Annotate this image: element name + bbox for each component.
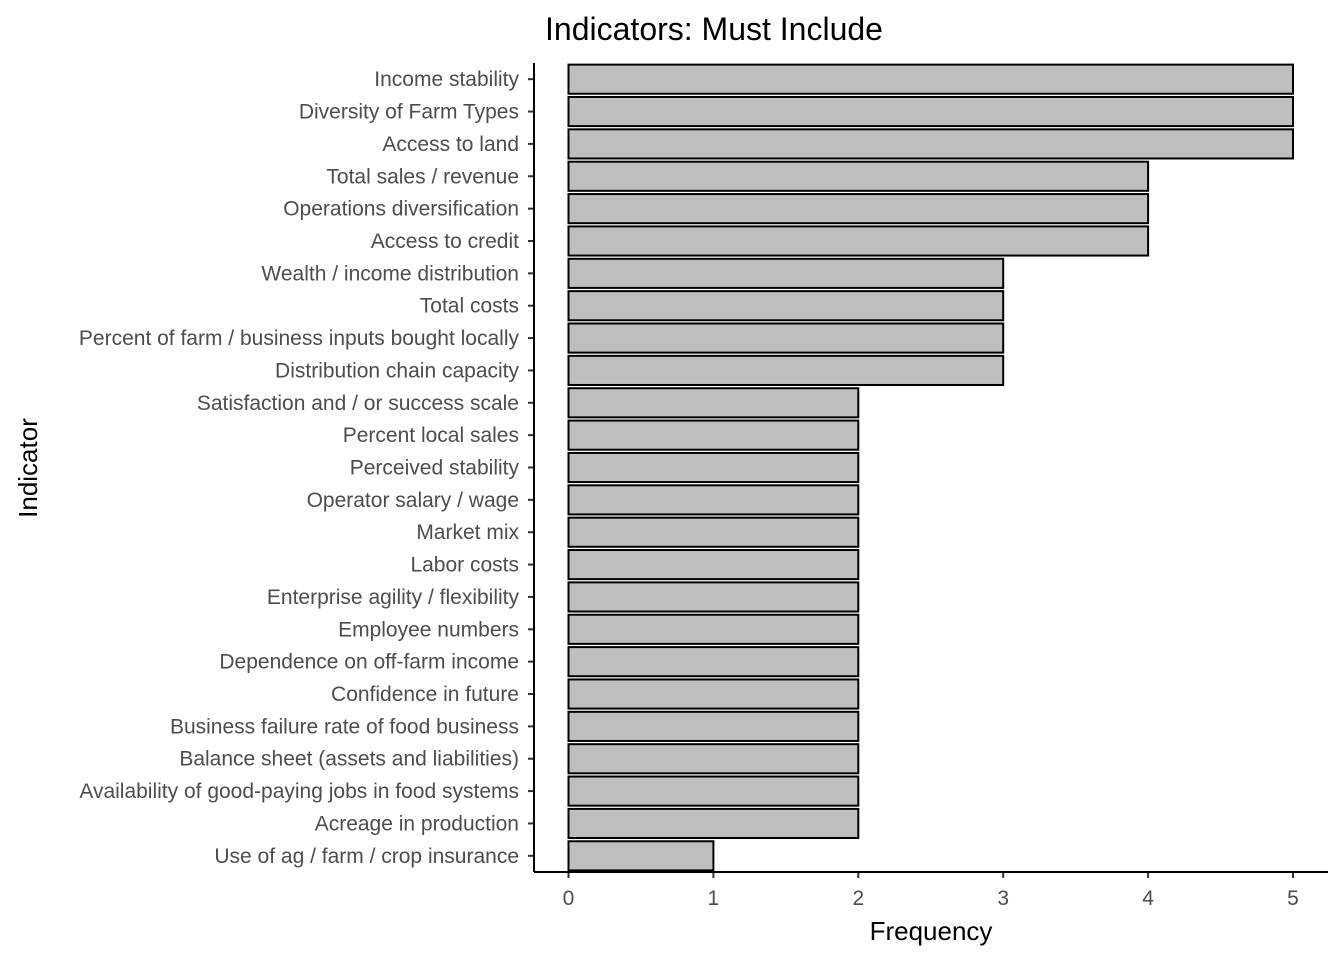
category-label: Use of ag / farm / crop insurance [214, 845, 519, 868]
category-label: Employee numbers [338, 618, 519, 641]
bar [567, 549, 860, 581]
category-labels: Income stability Diversity of Farm Types A… [79, 68, 520, 868]
category-label: Total sales / revenue [326, 165, 519, 188]
category-label: Percent local sales [343, 424, 519, 447]
bar [567, 387, 860, 419]
category-label: Operator salary / wage [307, 489, 519, 512]
bar [567, 128, 1294, 160]
x-tick-label: 3 [997, 887, 1009, 910]
bar [567, 743, 860, 775]
x-axis-ticks: 0 1 2 3 4 5 [563, 872, 1299, 910]
category-label: Access to land [382, 133, 519, 156]
x-axis-title: Frequency [870, 916, 993, 946]
category-label: Business failure rate of food business [170, 715, 519, 738]
category-label: Acreage in production [315, 812, 519, 835]
category-label: Total costs [420, 295, 519, 318]
bar [567, 257, 1005, 289]
bar [567, 840, 715, 872]
bar [567, 160, 1150, 192]
bar [567, 95, 1294, 128]
category-label: Wealth / income distribution [261, 262, 519, 285]
bar [567, 516, 860, 548]
category-label: Balance sheet (assets and liabilities) [179, 748, 519, 771]
bar [567, 613, 860, 645]
x-tick-label: 5 [1287, 887, 1299, 910]
bar [567, 193, 1150, 225]
category-label: Availability of good-paying jobs in food… [79, 780, 519, 803]
bar [567, 775, 860, 807]
category-label: Enterprise agility / flexibility [267, 586, 520, 609]
category-label: Percent of farm / business inputs bought… [79, 327, 520, 350]
category-label: Market mix [416, 521, 519, 544]
category-label: Satisfaction and / or success scale [197, 392, 519, 415]
category-label: Income stability [374, 68, 519, 91]
bar [567, 581, 860, 613]
bar [567, 646, 860, 678]
category-label: Operations diversification [283, 198, 519, 221]
category-label: Confidence in future [331, 683, 519, 706]
category-label: Labor costs [410, 554, 519, 577]
category-label: Dependence on off-farm income [219, 651, 519, 674]
bar [567, 807, 860, 840]
x-tick-label: 0 [563, 887, 575, 910]
category-label: Perceived stability [350, 457, 520, 480]
bars-group [567, 63, 1294, 872]
chart-title: Indicators: Must Include [545, 11, 883, 47]
x-tick-label: 2 [852, 887, 864, 910]
category-label: Access to credit [371, 230, 519, 253]
bar [567, 225, 1150, 257]
bar [567, 710, 860, 742]
x-tick-label: 4 [1142, 887, 1154, 910]
category-label: Distribution chain capacity [275, 359, 519, 382]
bar [567, 484, 860, 516]
bar [567, 63, 1294, 95]
bar [567, 419, 860, 451]
bar [567, 678, 860, 710]
bar [567, 354, 1005, 386]
y-axis-title: Indicator [13, 418, 43, 518]
bar [567, 290, 1005, 322]
category-label: Diversity of Farm Types [299, 101, 519, 124]
x-tick-label: 1 [708, 887, 720, 910]
bar [567, 322, 1005, 354]
bar [567, 451, 860, 484]
